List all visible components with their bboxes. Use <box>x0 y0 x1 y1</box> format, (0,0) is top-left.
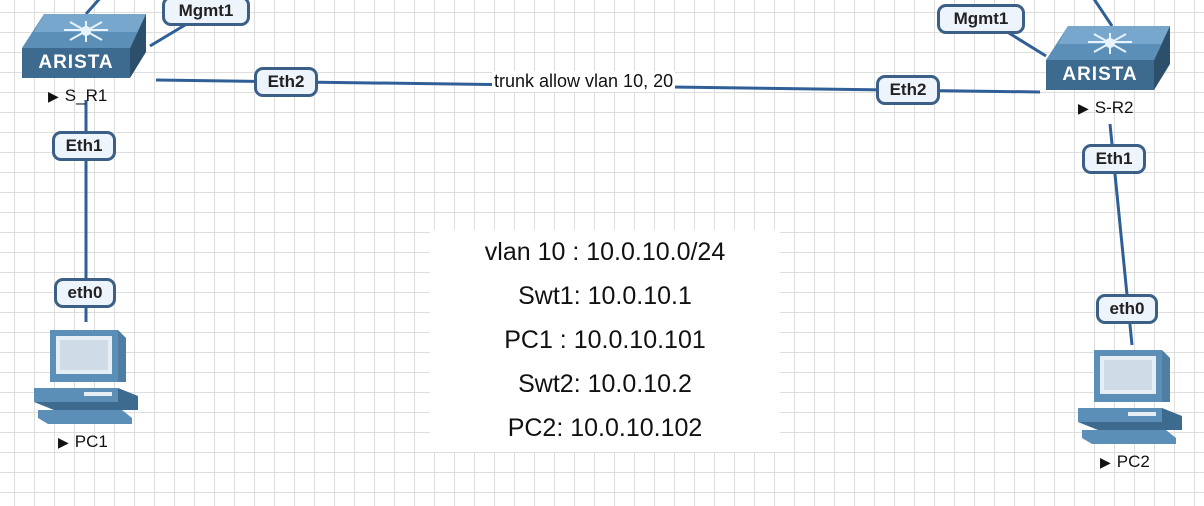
port-sr1-mgmt1[interactable]: Mgmt1 <box>162 0 250 26</box>
pc-name: PC1 <box>74 432 108 451</box>
switch-brand-logo: ARISTA <box>1062 64 1138 85</box>
switch-s-r1[interactable]: ARISTA <box>18 12 150 82</box>
note-line: PC1 : 10.0.10.101 <box>504 326 706 354</box>
arista-switch-icon <box>22 14 146 78</box>
pc-pc1[interactable] <box>34 326 140 426</box>
switch-brand-logo: ARISTA <box>38 52 114 73</box>
port-pc2-eth0[interactable]: eth0 <box>1096 294 1158 324</box>
note-line: vlan 10 : 10.0.10.0/24 <box>484 238 726 266</box>
trunk-link-label: trunk allow vlan 10, 20 <box>492 71 676 92</box>
pc-pc2-label: ▶ PC2 <box>1100 452 1150 472</box>
start-icon: ▶ <box>48 87 59 104</box>
switch-name: S_R1 <box>64 86 108 105</box>
switch-s-r2-label: ▶ S-R2 <box>1078 98 1134 118</box>
pc-pc1-label: ▶ PC1 <box>58 432 108 452</box>
note-line: PC2: 10.0.10.102 <box>507 414 703 442</box>
link-sr2-uplink[interactable] <box>1092 0 1114 27</box>
note-line: Swt1: 10.0.10.1 <box>518 282 692 310</box>
link-sr1-mgmt[interactable] <box>149 20 191 48</box>
arista-switch-icon <box>1046 26 1170 90</box>
ip-notes-box: vlan 10 : 10.0.10.0/24 Swt1: 10.0.10.1 P… <box>430 230 780 452</box>
pc-pc2[interactable] <box>1078 346 1184 446</box>
switch-name: S-R2 <box>1094 98 1134 117</box>
port-sr1-eth1[interactable]: Eth1 <box>52 131 116 161</box>
link-sr1-uplink[interactable] <box>84 0 102 15</box>
link-sr2-mgmt[interactable] <box>1003 28 1047 58</box>
start-icon: ▶ <box>58 433 69 450</box>
computer-icon <box>34 330 138 424</box>
note-line: Swt2: 10.0.10.2 <box>518 370 692 398</box>
pc-name: PC2 <box>1116 452 1150 471</box>
switch-s-r1-label: ▶ S_R1 <box>48 86 107 106</box>
start-icon: ▶ <box>1100 453 1111 470</box>
port-sr2-eth2[interactable]: Eth2 <box>876 75 940 105</box>
port-sr2-mgmt1[interactable]: Mgmt1 <box>937 4 1025 34</box>
port-sr2-eth1[interactable]: Eth1 <box>1082 144 1146 174</box>
computer-icon <box>1078 350 1182 444</box>
start-icon: ▶ <box>1078 99 1089 116</box>
port-pc1-eth0[interactable]: eth0 <box>54 278 116 308</box>
switch-s-r2[interactable]: ARISTA <box>1042 24 1174 94</box>
port-sr1-eth2[interactable]: Eth2 <box>254 67 318 97</box>
